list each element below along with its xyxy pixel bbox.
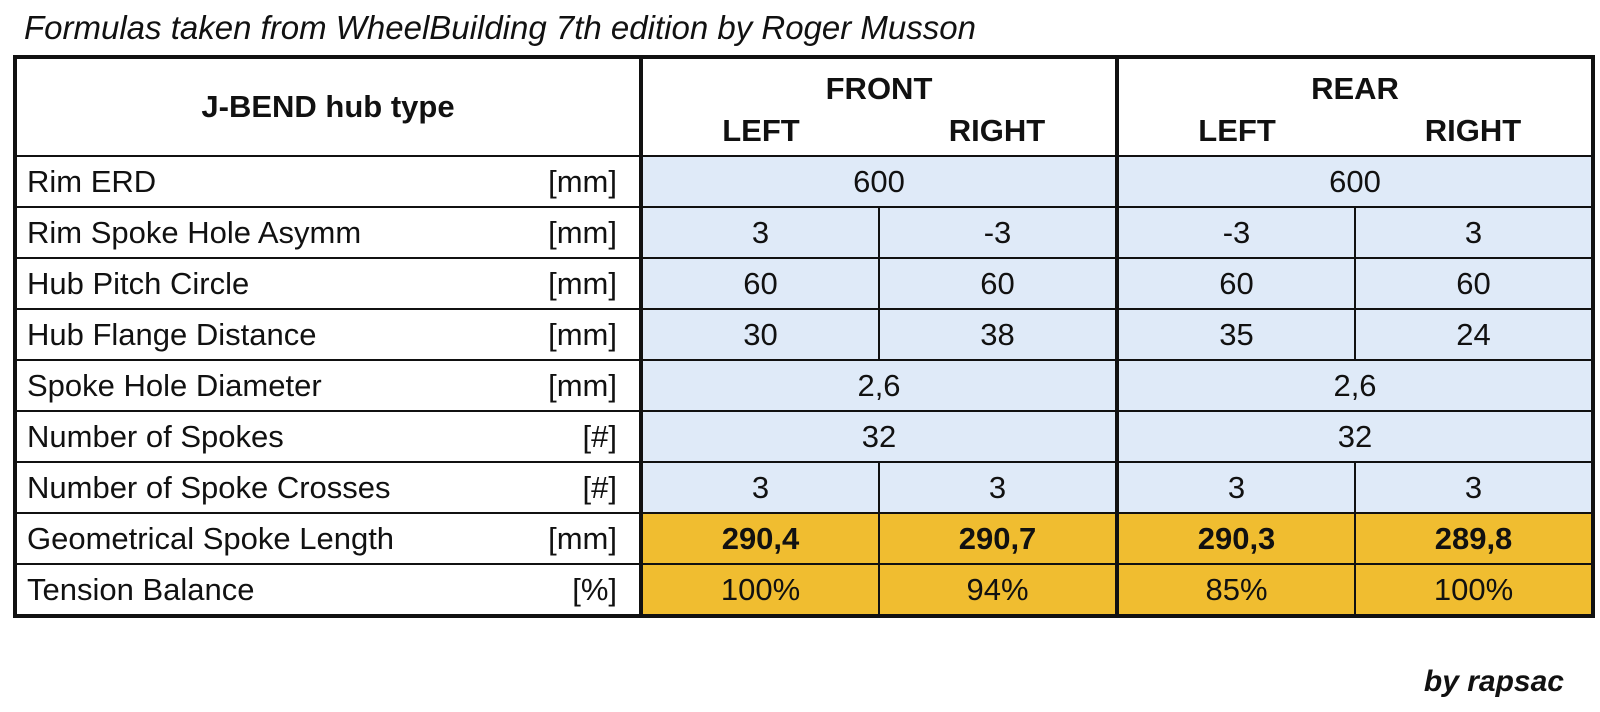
table-row: Rim Spoke Hole Asymm [mm] 3 -3 -3 3 <box>13 206 1596 259</box>
row-unit: [mm] <box>515 206 643 259</box>
table-row: Number of Spokes [#] 32 32 <box>13 410 1596 463</box>
table-row: Hub Flange Distance [mm] 30 38 35 24 <box>13 308 1596 361</box>
rear-left-result: 85% <box>1116 563 1357 618</box>
rear-left-value: 3 <box>1116 461 1357 514</box>
front-right-value: 38 <box>877 308 1120 361</box>
rear-right-header: RIGHT <box>1355 107 1596 157</box>
front-right-value: 3 <box>877 461 1120 514</box>
table-row: Spoke Hole Diameter [mm] 2,6 2,6 <box>13 359 1596 412</box>
front-header: FRONT <box>639 55 1120 107</box>
rear-left-value: 35 <box>1116 308 1357 361</box>
spoke-length-table: J-BEND hub type FRONT REAR LEFT RIGHT LE… <box>13 55 1596 618</box>
row-unit: [#] <box>515 410 643 463</box>
front-value: 600 <box>639 155 1120 208</box>
front-value: 2,6 <box>639 359 1120 412</box>
front-right-result: 94% <box>877 563 1120 618</box>
row-unit: [mm] <box>515 257 643 310</box>
rear-value: 600 <box>1116 155 1596 208</box>
rear-left-value: -3 <box>1116 206 1357 259</box>
rear-right-value: 3 <box>1354 461 1596 514</box>
hub-type-header: J-BEND hub type <box>13 55 643 157</box>
front-left-result: 100% <box>640 563 880 618</box>
rear-right-result: 289,8 <box>1354 512 1596 565</box>
front-left-value: 3 <box>640 461 880 514</box>
row-label: Hub Flange Distance <box>13 308 515 361</box>
front-left-header: LEFT <box>639 107 879 157</box>
row-unit: [mm] <box>515 512 643 565</box>
front-left-value: 60 <box>640 257 880 310</box>
rear-left-result: 290,3 <box>1116 512 1357 565</box>
rear-header: REAR <box>1116 55 1596 107</box>
row-unit: [mm] <box>515 359 643 412</box>
rear-left-header: LEFT <box>1116 107 1356 157</box>
rear-right-result: 100% <box>1354 563 1596 618</box>
row-unit: [mm] <box>515 308 643 361</box>
rear-right-value: 3 <box>1354 206 1596 259</box>
table-row: Geometrical Spoke Length [mm] 290,4 290,… <box>13 512 1596 565</box>
front-left-value: 3 <box>640 206 880 259</box>
row-label: Spoke Hole Diameter <box>13 359 515 412</box>
table-row: Tension Balance [%] 100% 94% 85% 100% <box>13 563 1596 618</box>
table-row: Rim ERD [mm] 600 600 <box>13 155 1596 208</box>
rear-right-value: 24 <box>1354 308 1596 361</box>
row-label: Rim Spoke Hole Asymm <box>13 206 515 259</box>
front-left-value: 30 <box>640 308 880 361</box>
row-label: Number of Spokes <box>13 410 515 463</box>
table-row: Number of Spoke Crosses [#] 3 3 3 3 <box>13 461 1596 514</box>
row-label: Geometrical Spoke Length <box>13 512 515 565</box>
row-label: Number of Spoke Crosses <box>13 461 515 514</box>
table-row: Hub Pitch Circle [mm] 60 60 60 60 <box>13 257 1596 310</box>
rear-left-value: 60 <box>1116 257 1357 310</box>
rear-value: 2,6 <box>1116 359 1596 412</box>
row-label: Rim ERD <box>13 155 515 208</box>
row-unit: [mm] <box>515 155 643 208</box>
front-right-value: -3 <box>877 206 1120 259</box>
front-right-header: RIGHT <box>879 107 1120 157</box>
front-value: 32 <box>639 410 1120 463</box>
rear-right-value: 60 <box>1354 257 1596 310</box>
front-right-value: 60 <box>877 257 1120 310</box>
row-unit: [#] <box>515 461 643 514</box>
row-unit: [%] <box>515 563 643 618</box>
front-right-result: 290,7 <box>877 512 1120 565</box>
author-credit: by rapsac <box>1423 665 1564 698</box>
rear-value: 32 <box>1116 410 1596 463</box>
row-label: Hub Pitch Circle <box>13 257 515 310</box>
front-left-result: 290,4 <box>640 512 880 565</box>
row-label: Tension Balance <box>13 563 515 618</box>
caption: Formulas taken from WheelBuilding 7th ed… <box>24 9 976 46</box>
